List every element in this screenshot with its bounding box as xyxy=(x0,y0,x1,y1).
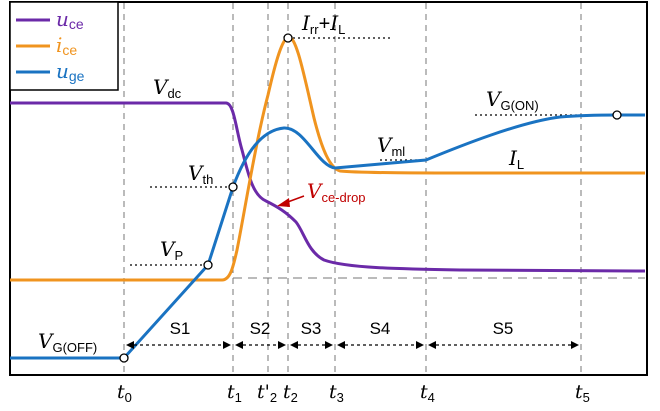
legend-uce-label: uce xyxy=(56,7,84,32)
vcedrop-label: Vce-drop xyxy=(307,179,366,205)
s1-arrowhead-right xyxy=(223,341,231,349)
t0-marker-point xyxy=(119,353,129,363)
s5-arrowhead-right xyxy=(571,341,579,349)
vdc-label: Vdc xyxy=(153,75,182,101)
vgon-label: VG(ON) xyxy=(486,87,539,113)
stage-s4-label: S4 xyxy=(370,319,391,338)
stage-s1-label: S1 xyxy=(170,319,191,338)
stage-labels: S1 S2 S3 S4 S5 xyxy=(170,319,514,338)
s3-arrowhead-left xyxy=(290,341,298,349)
peak-marker-point xyxy=(283,33,293,43)
vcedrop-arrowhead xyxy=(277,198,290,207)
stage-s5-label: S5 xyxy=(493,319,514,338)
vp-label: VP xyxy=(160,237,183,263)
vml-label: Vml xyxy=(377,133,405,159)
t2-prime-label: t'2 xyxy=(257,381,277,405)
vgon-marker-point xyxy=(612,110,622,120)
stage-s2-label: S2 xyxy=(250,319,271,338)
s3-arrowhead-right xyxy=(325,341,333,349)
s5-arrowhead-left xyxy=(428,341,436,349)
s1-arrowhead-left xyxy=(126,341,134,349)
s4-arrowhead-left xyxy=(337,341,345,349)
t4-label: t4 xyxy=(420,381,435,405)
curve-labels: Vdc Vth VP VG(OFF) VG(ON) Vml IL Irr+IL … xyxy=(38,11,539,355)
vgoff-label: VG(OFF) xyxy=(38,329,97,355)
t3-label: t3 xyxy=(329,381,344,405)
plot-frame xyxy=(9,1,648,376)
vth-marker-point xyxy=(228,182,238,192)
il-label: IL xyxy=(508,146,524,172)
s2-arrowhead-left xyxy=(235,341,243,349)
t5-label: t5 xyxy=(575,381,590,405)
s4-arrowhead-right xyxy=(416,341,424,349)
reference-dotted-lines xyxy=(130,37,615,266)
legend: uce ice uge xyxy=(9,1,119,91)
legend-uge-label: uge xyxy=(56,59,85,84)
vp-marker-point xyxy=(203,260,213,270)
legend-ice-label: ice xyxy=(56,33,77,58)
time-marker-lines xyxy=(123,3,582,374)
t2-label: t2 xyxy=(283,381,298,405)
point-markers xyxy=(119,33,622,363)
time-tick-labels: t0 t1 t'2 t2 t3 t4 t5 xyxy=(117,381,590,405)
stage-s3-label: S3 xyxy=(301,319,322,338)
t1-label: t1 xyxy=(227,381,242,405)
peak-label: Irr+IL xyxy=(301,11,345,37)
s2-arrowhead-right xyxy=(278,341,286,349)
t0-label: t0 xyxy=(117,381,132,405)
uce-curve xyxy=(10,101,646,273)
stage-arrowheads xyxy=(126,341,579,349)
vth-label: Vth xyxy=(188,161,213,187)
uge-curve xyxy=(10,113,645,360)
